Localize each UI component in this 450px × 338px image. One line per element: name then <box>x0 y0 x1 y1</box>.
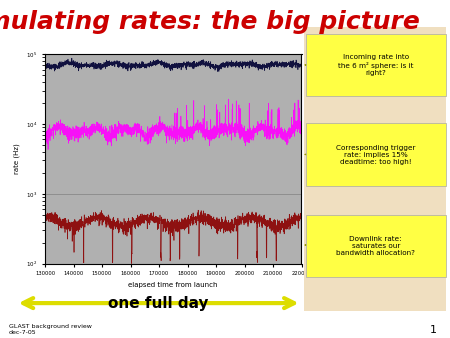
X-axis label: elapsed time from launch: elapsed time from launch <box>129 282 218 288</box>
Text: Corresponding trigger
rate: implies 15%
deadtime: too high!: Corresponding trigger rate: implies 15% … <box>336 145 415 165</box>
Text: GLAST background review
dec-7-05: GLAST background review dec-7-05 <box>9 324 92 335</box>
Y-axis label: rate (Hz): rate (Hz) <box>14 144 21 174</box>
Text: Simulating rates: the big picture: Simulating rates: the big picture <box>0 10 420 34</box>
Text: Incoming rate into
the 6 m² sphere: is it
right?: Incoming rate into the 6 m² sphere: is i… <box>338 54 414 76</box>
Text: one full day: one full day <box>108 296 209 311</box>
Text: Downlink rate:
saturates our
bandwidth allocation?: Downlink rate: saturates our bandwidth a… <box>336 236 415 256</box>
Text: 1: 1 <box>429 324 436 335</box>
